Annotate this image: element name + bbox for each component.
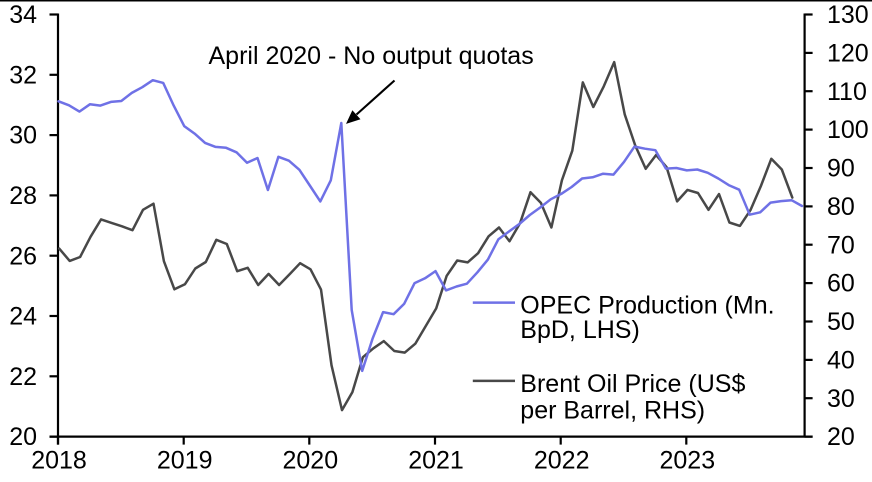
svg-text:120: 120 bbox=[827, 40, 869, 68]
svg-text:2023: 2023 bbox=[659, 446, 715, 474]
svg-text:32: 32 bbox=[9, 61, 37, 89]
svg-text:2019: 2019 bbox=[157, 446, 213, 474]
svg-text:BpD, LHS): BpD, LHS) bbox=[520, 316, 639, 344]
svg-text:OPEC Production (Mn.: OPEC Production (Mn. bbox=[520, 292, 774, 320]
svg-text:110: 110 bbox=[827, 78, 867, 106]
svg-text:34: 34 bbox=[9, 1, 37, 29]
svg-text:40: 40 bbox=[827, 347, 855, 375]
svg-text:Brent Oil Price (US$: Brent Oil Price (US$ bbox=[520, 370, 745, 398]
svg-text:50: 50 bbox=[827, 308, 855, 336]
svg-text:24: 24 bbox=[9, 303, 37, 331]
svg-text:2021: 2021 bbox=[408, 446, 464, 474]
svg-text:2020: 2020 bbox=[282, 446, 338, 474]
svg-text:20: 20 bbox=[9, 423, 37, 451]
svg-text:per Barrel, RHS): per Barrel, RHS) bbox=[520, 397, 705, 425]
svg-text:90: 90 bbox=[827, 155, 855, 183]
svg-text:70: 70 bbox=[827, 231, 855, 259]
svg-text:20: 20 bbox=[827, 423, 855, 451]
svg-text:22: 22 bbox=[9, 363, 37, 391]
svg-text:100: 100 bbox=[827, 116, 869, 144]
svg-text:60: 60 bbox=[827, 270, 855, 298]
svg-text:2018: 2018 bbox=[31, 446, 87, 474]
svg-text:130: 130 bbox=[827, 1, 869, 29]
svg-text:80: 80 bbox=[827, 193, 855, 221]
svg-text:30: 30 bbox=[827, 385, 855, 413]
svg-text:30: 30 bbox=[9, 122, 37, 150]
svg-text:April 2020 - No output quotas: April 2020 - No output quotas bbox=[209, 42, 534, 70]
svg-text:28: 28 bbox=[9, 182, 37, 210]
svg-text:2022: 2022 bbox=[534, 446, 590, 474]
svg-text:26: 26 bbox=[9, 242, 37, 270]
